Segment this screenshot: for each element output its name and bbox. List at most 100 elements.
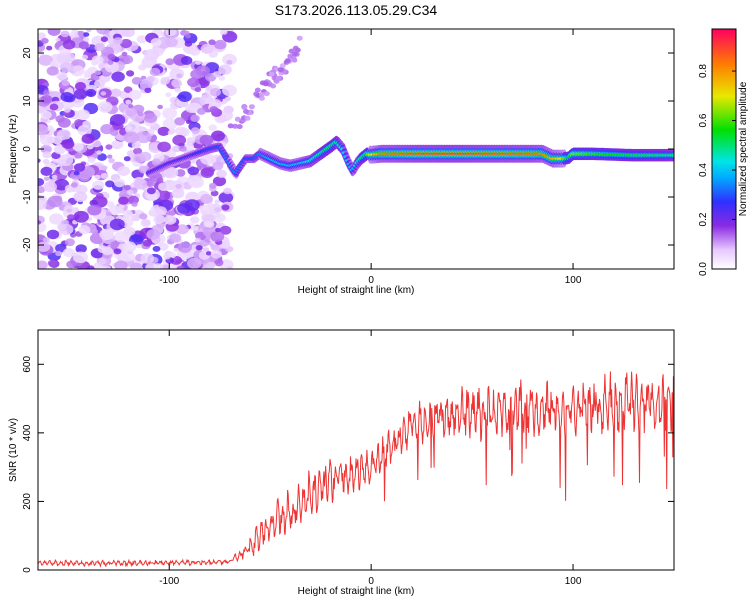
spectrogram-noise-cell (64, 238, 75, 247)
spectrogram-noise-cell (83, 32, 90, 37)
spectrogram-noise-cell (42, 158, 50, 165)
spectrogram-noise-cell (214, 259, 224, 267)
spectrogram-streak-cell (254, 87, 261, 93)
spectrogram-noise-cell (157, 104, 164, 110)
spectrogram-noise-cell (202, 247, 210, 253)
spectrogram-noise-cell (60, 92, 74, 102)
spectrogram-noise-cell (133, 178, 148, 190)
snr-x-tick-label: 0 (368, 576, 374, 587)
spectrogram-noise-cell (47, 29, 61, 36)
spectrogram-noise-cell (55, 37, 61, 42)
snr-y-tick-label: 0 (22, 567, 33, 573)
spectrogram-noise-cell (94, 70, 102, 76)
spectrogram-noise-cell (199, 134, 214, 146)
spectrogram-noise-cell (214, 207, 221, 213)
spectrogram-noise-cell (164, 215, 177, 225)
snr-background (38, 330, 674, 570)
spectrogram-noise-cell (49, 103, 59, 111)
colorbar-gradient (712, 29, 736, 269)
spectrogram-noise-cell (218, 75, 226, 81)
spectrogram-noise-cell (62, 248, 75, 258)
spectrogram-noise-cell (126, 189, 134, 195)
snr-y-ticks: 0 200 400 600 (22, 356, 674, 573)
spectrogram-noise-cell (121, 51, 128, 57)
spectrogram-noise-cell (86, 29, 92, 33)
spectrogram-noise-cell (60, 30, 70, 38)
spectrogram-streak-cell (263, 91, 270, 97)
spectrogram-streak-cell (234, 116, 241, 122)
spectrogram-noise-cell (94, 174, 101, 180)
spectrogram-noise-cell (126, 125, 133, 131)
spectrogram-noise-cell (40, 110, 52, 120)
colorbar-tick-label: 0.4 (698, 163, 709, 177)
spectrogram-noise-cell (71, 29, 79, 35)
spectrogram-noise-cell (218, 115, 227, 122)
spectrogram-streak-cell (232, 123, 239, 129)
spectrogram-noise-cell (135, 209, 142, 215)
spectrogram-noise-cell (169, 181, 177, 187)
spectrogram-noise-cell (57, 117, 71, 128)
spectrogram-noise-cell (199, 204, 213, 215)
spectrogram-streak-cell (296, 35, 303, 41)
spectrogram-noise-cell (55, 250, 62, 257)
spectrogram-noise-cell (102, 165, 108, 170)
spectrogram-noise-cell (216, 169, 227, 178)
spectrogram-noise-cell (188, 176, 205, 189)
spectrogram-noise-cell (94, 79, 105, 88)
spectrogram-noise-cell (159, 263, 172, 269)
spectrogram-noise-cell (99, 228, 115, 240)
spectrogram-noise-cell (208, 39, 216, 46)
spectrogram-noise-cell (58, 154, 74, 167)
spectrogram-noise-cell (194, 87, 202, 93)
spectrogram-streak-cell (244, 115, 251, 121)
spectrogram-noise-cell (187, 257, 202, 269)
spectrogram-noise-cell (73, 191, 88, 203)
spectrogram-noise-cell (96, 150, 102, 155)
spectrogram-noise-cell (41, 37, 49, 44)
spectrogram-noise-cell (172, 145, 182, 153)
spectrogram-noise-cell (144, 49, 160, 61)
spectrogram-noise-cell (194, 237, 201, 243)
spectrogram-noise-cell (111, 139, 124, 150)
spectrogram-streak-cell (292, 45, 299, 51)
spectrogram-noise-cell (123, 86, 133, 93)
spectrogram-streak-cell (287, 53, 294, 59)
spectrogram-streak-cell (291, 57, 298, 63)
spectrogram-streak-cell (241, 104, 248, 110)
spectrogram-streak-cell (227, 123, 234, 129)
spectrogram-noise-cell (158, 182, 170, 191)
spectrogram-noise-cell (186, 137, 196, 145)
spectrogram-streak-cell (273, 78, 280, 84)
spectrogram-noise-cell (136, 35, 148, 44)
spectrogram-noise-cell (175, 169, 186, 177)
spectrogram-noise-cell (222, 84, 237, 97)
spectrogram-noise-cell (195, 245, 203, 251)
spectrogram-streak-cell (268, 71, 275, 77)
spectrogram-x-ticks: -100 0 100 (159, 29, 582, 286)
spectrogram-noise-cell (42, 237, 50, 243)
spectrogram-noise-cell (214, 199, 221, 204)
spectrogram-noise-cell (185, 33, 191, 39)
spectrogram-noise-cell (117, 166, 131, 177)
spectrogram-noise-cell (157, 126, 170, 136)
spectrogram-noise-cell (128, 195, 139, 205)
spectrogram-noise-cell (124, 185, 131, 191)
spectrogram-streak-cell (284, 58, 291, 64)
spectrogram-noise-cell (121, 93, 127, 98)
spectrogram-noise-cell (223, 187, 232, 195)
spectrogram-noise-cell (114, 260, 128, 269)
spectrogram-noise-cell (224, 96, 232, 102)
spectrogram-noise-cell (177, 241, 192, 253)
spectrogram-noise-cell (221, 204, 230, 211)
spectrogram-noise-cell (214, 39, 227, 50)
spectrogram-noise-cell (146, 229, 161, 240)
spectrogram-noise-cell (100, 124, 114, 135)
spectrogram-noise-cell (180, 56, 193, 65)
spectrogram-noise-cell (205, 251, 212, 256)
spectrogram-noise-cell (111, 71, 125, 83)
spectrogram-noise-cell (70, 65, 85, 77)
spectrogram-noise-cell (96, 153, 107, 161)
snr-x-ticks: -100 0 100 (159, 330, 582, 587)
spectrogram-noise-cell (78, 225, 91, 235)
